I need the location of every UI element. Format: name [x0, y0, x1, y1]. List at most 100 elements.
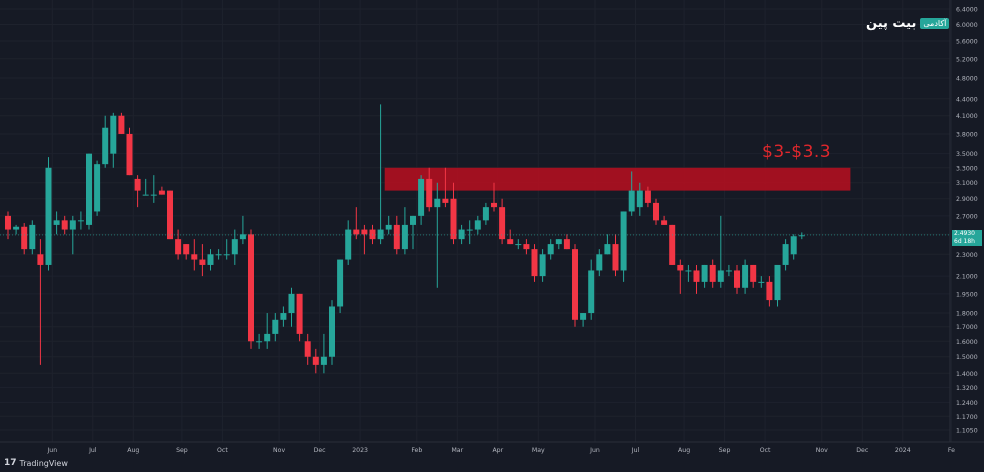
- candle-body: [264, 333, 271, 342]
- candle-body: [134, 178, 141, 191]
- candle-body: [677, 264, 684, 271]
- candle: [369, 224, 376, 245]
- candle: [644, 186, 651, 208]
- time-axis[interactable]: Jun Jul Aug Sep Oct Nov Dec 2023 Feb Mar Apr May Jun…: [46, 447, 955, 454]
- candle-body: [272, 319, 279, 334]
- candle: [248, 229, 254, 349]
- candle: [774, 264, 781, 307]
- price-tick-label: 3.1000: [956, 180, 978, 187]
- resistance-zone[interactable]: [384, 167, 851, 191]
- candle: [563, 234, 570, 250]
- candle-body: [418, 178, 425, 216]
- candle-body: [450, 198, 457, 240]
- candle: [199, 244, 206, 277]
- candle: [442, 167, 449, 208]
- candle-body: [199, 259, 206, 265]
- candle-body: [320, 356, 327, 365]
- price-tick-label: 1.6000: [956, 339, 978, 346]
- candle: [596, 249, 603, 277]
- candle: [345, 220, 352, 265]
- candle-body: [231, 239, 238, 255]
- candle: [547, 239, 554, 260]
- candle: [239, 215, 246, 245]
- candle: [256, 333, 263, 349]
- price-tick-label: 1.7000: [956, 324, 978, 331]
- price-tick-label: 1.1700: [956, 414, 978, 421]
- candle: [636, 182, 643, 216]
- candle: [450, 182, 457, 245]
- candle: [604, 234, 611, 255]
- candle-body: [304, 341, 311, 357]
- candle: [515, 239, 522, 250]
- candle: [491, 182, 497, 212]
- price-tick-label: 2.1000: [956, 274, 978, 281]
- candle-body: [77, 220, 84, 222]
- candle-body: [61, 220, 68, 230]
- candle-body: [280, 313, 287, 320]
- bar-countdown: 6d 18h: [954, 238, 975, 245]
- time-tick-label: Feb: [411, 447, 422, 454]
- candle: [126, 127, 133, 176]
- candle-body: [604, 244, 611, 255]
- candle-body: [215, 254, 222, 256]
- brand-logo: بیت پین آکادمی: [866, 16, 950, 31]
- candle: [167, 190, 173, 240]
- candle-body: [393, 224, 400, 250]
- candle-body: [734, 270, 740, 288]
- candle: [458, 224, 465, 245]
- candle: [191, 239, 198, 271]
- time-tick-label: Dec: [856, 447, 869, 454]
- candle: [158, 186, 165, 195]
- candle-body: [636, 190, 643, 208]
- candle-body: [709, 264, 716, 282]
- candle-body: [256, 341, 263, 343]
- candle: [717, 215, 724, 288]
- candle-body: [482, 207, 489, 221]
- candle-body: [183, 244, 190, 255]
- candle-body: [13, 226, 20, 230]
- time-tick-label: 2023: [352, 447, 368, 454]
- candle: [766, 276, 773, 307]
- candle: [620, 211, 627, 282]
- candle: [207, 249, 214, 271]
- candle: [296, 293, 303, 342]
- candle: [482, 202, 489, 225]
- candle-body: [167, 190, 173, 240]
- candle: [21, 223, 28, 255]
- candles: [5, 104, 805, 374]
- candle: [385, 215, 392, 235]
- candle-body: [661, 220, 668, 225]
- price-tick-label: 1.1050: [956, 428, 978, 435]
- time-tick-label: Nov: [273, 447, 285, 454]
- candle-body: [685, 270, 692, 272]
- price-tick-label: 5.6000: [956, 39, 978, 46]
- price-tick-label: 2.7000: [956, 213, 978, 220]
- candle: [612, 234, 619, 277]
- price-tick-label: 1.4000: [956, 371, 978, 378]
- candle: [798, 232, 805, 240]
- candle: [94, 160, 101, 216]
- candle-body: [21, 226, 28, 250]
- candle: [86, 153, 92, 230]
- candle: [304, 333, 311, 365]
- candle-body: [118, 115, 125, 134]
- candle-body: [150, 194, 157, 196]
- time-tick-label: Fe: [948, 447, 955, 454]
- price-tick-label: 4.1000: [956, 113, 978, 120]
- candle: [499, 198, 506, 245]
- tradingview-label: TradingView: [19, 458, 68, 468]
- price-tick-label: 2.3000: [956, 252, 978, 259]
- candle-body: [474, 220, 481, 230]
- tradingview-logo[interactable]: 17 TradingView: [4, 458, 68, 468]
- candle-body: [53, 220, 60, 225]
- candle-body: [361, 229, 368, 235]
- grid: [0, 0, 951, 442]
- candle-body: [580, 313, 587, 320]
- candle: [361, 224, 368, 255]
- price-tick-label: 1.3200: [956, 385, 978, 392]
- candle-body: [5, 215, 11, 230]
- candle: [677, 259, 684, 294]
- candle: [466, 220, 473, 245]
- candle-body: [742, 264, 749, 288]
